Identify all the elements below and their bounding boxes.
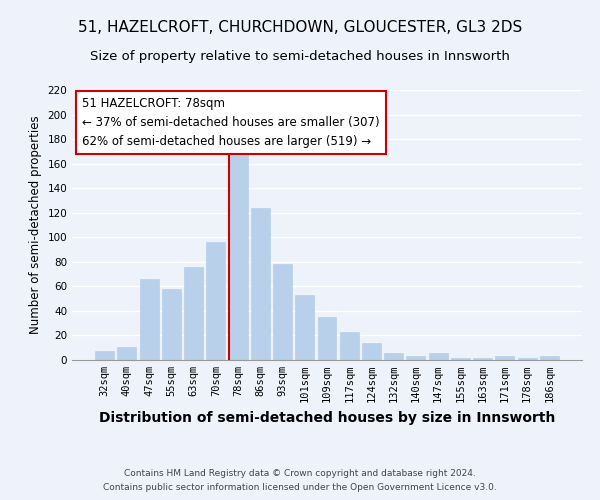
Text: 51, HAZELCROFT, CHURCHDOWN, GLOUCESTER, GL3 2DS: 51, HAZELCROFT, CHURCHDOWN, GLOUCESTER, … xyxy=(78,20,522,35)
Bar xyxy=(251,208,270,360)
Bar xyxy=(451,358,470,360)
Text: 51 HAZELCROFT: 78sqm
← 37% of semi-detached houses are smaller (307)
62% of semi: 51 HAZELCROFT: 78sqm ← 37% of semi-detac… xyxy=(82,97,380,148)
Bar xyxy=(162,289,181,360)
Bar xyxy=(473,358,492,360)
Bar xyxy=(295,295,314,360)
Bar xyxy=(406,356,425,360)
Bar xyxy=(206,242,225,360)
Bar xyxy=(95,352,114,360)
Bar xyxy=(384,352,403,360)
Bar xyxy=(118,346,136,360)
Text: Size of property relative to semi-detached houses in Innsworth: Size of property relative to semi-detach… xyxy=(90,50,510,63)
Y-axis label: Number of semi-detached properties: Number of semi-detached properties xyxy=(29,116,42,334)
Bar xyxy=(540,356,559,360)
Text: Contains HM Land Registry data © Crown copyright and database right 2024.: Contains HM Land Registry data © Crown c… xyxy=(124,468,476,477)
Text: Contains public sector information licensed under the Open Government Licence v3: Contains public sector information licen… xyxy=(103,484,497,492)
Bar xyxy=(273,264,292,360)
Bar xyxy=(340,332,359,360)
Bar xyxy=(317,317,337,360)
Bar xyxy=(229,149,248,360)
Bar xyxy=(362,343,381,360)
X-axis label: Distribution of semi-detached houses by size in Innsworth: Distribution of semi-detached houses by … xyxy=(99,410,555,424)
Bar xyxy=(184,266,203,360)
Bar xyxy=(496,356,514,360)
Bar xyxy=(518,358,536,360)
Bar xyxy=(140,279,158,360)
Bar xyxy=(429,352,448,360)
